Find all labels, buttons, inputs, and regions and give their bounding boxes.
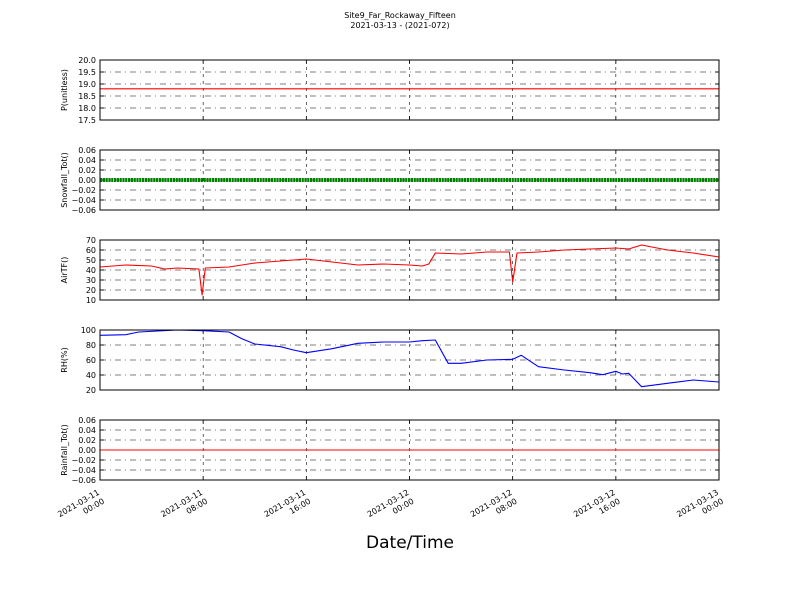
y-tick-label: 50 — [86, 256, 96, 265]
y-tick-label: 20 — [86, 286, 96, 295]
y-tick-label: 80 — [86, 341, 96, 350]
y-tick-label: 0.06 — [78, 146, 96, 155]
y-tick-label: 19.0 — [78, 80, 96, 89]
y-tick-label: 10 — [86, 296, 96, 305]
panel-2: 0.060.040.020.00−0.02−0.04−0.06Snowfall_… — [60, 146, 720, 215]
y-axis-label: RH(%) — [60, 347, 69, 372]
y-tick-label: 0.00 — [78, 446, 96, 455]
chart-subtitle: 2021-03-13 - (2021-072) — [350, 21, 450, 30]
x-tick-label: 2021-03-1108:00 — [159, 488, 209, 528]
y-tick-label: 20.0 — [78, 56, 96, 65]
y-tick-label: 19.5 — [78, 68, 96, 77]
y-axis-label: Rainfall_Tot() — [60, 424, 69, 476]
y-tick-label: 70 — [86, 236, 96, 245]
panel-5: 0.060.040.020.00−0.02−0.04−0.06Rainfall_… — [60, 416, 720, 485]
y-tick-label: 18.5 — [78, 92, 96, 101]
y-tick-label: −0.02 — [71, 456, 96, 465]
y-axis-label: AirTF() — [60, 257, 69, 284]
y-tick-label: 30 — [86, 276, 96, 285]
plot-frame — [99, 239, 720, 301]
y-tick-label: 40 — [86, 371, 96, 380]
x-tick-label: 2021-03-1208:00 — [469, 488, 519, 528]
y-tick-label: 0.02 — [78, 436, 96, 445]
y-tick-label: 0.04 — [78, 426, 96, 435]
y-axis-label: Snowfall_Tot() — [60, 152, 69, 208]
data-series — [99, 329, 720, 388]
plot-frame — [99, 419, 720, 481]
y-tick-label: 20 — [86, 386, 96, 395]
y-axis-label: P(unitless) — [60, 69, 69, 111]
x-tick-label: 2021-03-1100:00 — [56, 488, 106, 528]
data-series — [99, 244, 720, 296]
y-tick-label: 17.5 — [78, 116, 96, 125]
plot-frame — [99, 59, 720, 121]
y-tick-label: 40 — [86, 266, 96, 275]
y-tick-label: 0.00 — [78, 176, 96, 185]
x-tick-label: 2021-03-1216:00 — [572, 488, 622, 528]
y-tick-label: −0.04 — [71, 466, 96, 475]
y-tick-label: 0.04 — [78, 156, 96, 165]
x-axis-label: Date/Time — [366, 533, 454, 553]
y-tick-label: −0.04 — [71, 196, 96, 205]
y-tick-label: −0.02 — [71, 186, 96, 195]
x-tick-label: 2021-03-1200:00 — [366, 488, 416, 528]
x-tick-label: 2021-03-1116:00 — [263, 488, 313, 528]
plot-frame — [99, 149, 720, 211]
panel-4: 100 80 60 40 20 RH(%) — [60, 326, 720, 395]
y-tick-label: 100 — [81, 326, 96, 335]
y-tick-label: 0.06 — [78, 416, 96, 425]
y-tick-label: 0.02 — [78, 166, 96, 175]
x-tick-label: 2021-03-1300:00 — [675, 488, 725, 528]
chart-title: Site9_Far_Rockaway_Fifteen — [344, 11, 456, 20]
y-tick-label: 60 — [86, 356, 96, 365]
y-tick-label: 60 — [86, 246, 96, 255]
y-tick-label: 18.0 — [78, 104, 96, 113]
panel-1: 20.0 19.5 19.0 18.5 18.0 17.5 P(unitless) — [60, 56, 720, 125]
y-tick-label: −0.06 — [71, 476, 96, 485]
y-tick-label: −0.06 — [71, 206, 96, 215]
plot-frame — [99, 329, 720, 391]
